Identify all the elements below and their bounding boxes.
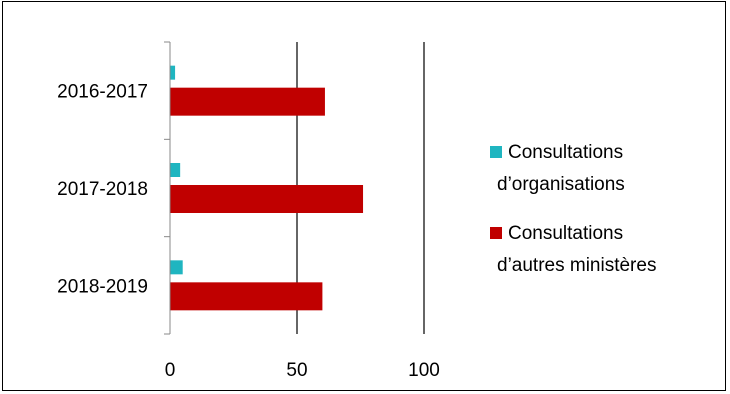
legend-swatch-d-organisations — [490, 146, 502, 158]
x-tick-label-100: 100 — [408, 360, 440, 381]
category-labels: 2016-2017 2017-2018 2018-2019 — [57, 82, 148, 298]
bar-chart: 2016-2017 2017-2018 2018-2019 0 50 100 Consu… — [57, 41, 656, 381]
bar-d-organisations-2017-2018 — [170, 163, 181, 177]
bar-d-organisations-2016-2017 — [170, 65, 176, 80]
bars — [170, 65, 364, 311]
bar-d-autres-minist-res-2017-2018 — [170, 185, 364, 213]
category-label-2016-2017: 2016-2017 — [57, 82, 148, 103]
legend-label: d’organisations — [497, 174, 625, 195]
x-tick-label-50: 50 — [286, 360, 307, 381]
legend: Consultations d’organisations Consultation… — [490, 142, 656, 276]
legend-label: Consultations — [508, 223, 623, 244]
bar-d-autres-minist-res-2018-2019 — [170, 282, 323, 311]
x-tick-label-0: 0 — [165, 360, 176, 381]
category-label-2018-2019: 2018-2019 — [57, 276, 148, 297]
x-tick-labels: 0 50 100 — [165, 360, 440, 381]
bar-d-organisations-2018-2019 — [170, 260, 183, 275]
category-label-2017-2018: 2017-2018 — [57, 179, 148, 200]
legend-swatch-d-autres-minist-res — [490, 227, 502, 239]
legend-label: Consultations — [508, 142, 623, 163]
legend-label: d’autres ministères — [497, 255, 656, 276]
bar-d-autres-minist-res-2016-2017 — [170, 87, 325, 116]
y-axis — [164, 41, 171, 335]
